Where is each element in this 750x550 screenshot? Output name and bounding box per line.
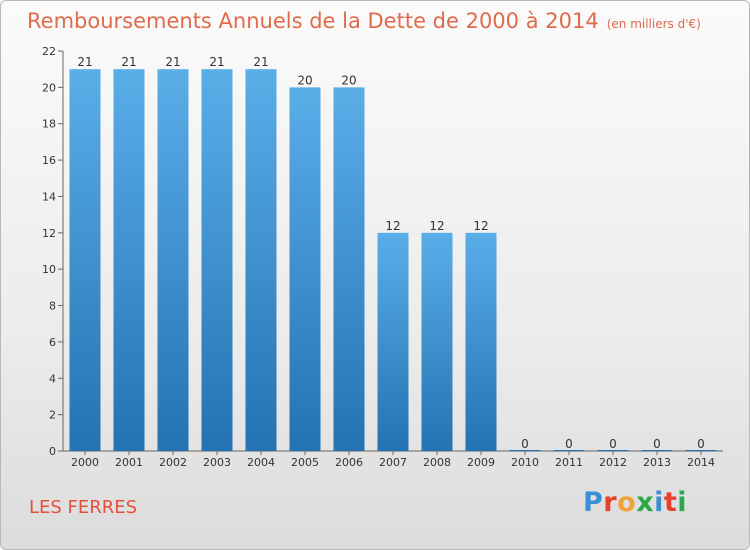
- value-label-2009: 12: [473, 219, 488, 233]
- value-label-2008: 12: [429, 219, 444, 233]
- bar-2002: [157, 69, 189, 451]
- chart-subtitle: (en milliers d'€): [606, 17, 701, 31]
- value-label-2011: 0: [565, 437, 573, 451]
- x-tick-label-2011: 2011: [555, 456, 583, 469]
- value-label-2001: 21: [121, 55, 136, 69]
- y-tick-label: 16: [42, 154, 56, 167]
- logo-letter: x: [636, 487, 655, 518]
- value-label-2007: 12: [385, 219, 400, 233]
- bar-2007: [377, 232, 409, 451]
- value-label-2002: 21: [165, 55, 180, 69]
- x-tick-label-2000: 2000: [71, 456, 99, 469]
- bar-2003: [201, 69, 233, 451]
- x-tick-label-2005: 2005: [291, 456, 319, 469]
- proxiti-logo: Proxiti: [583, 487, 687, 518]
- x-tick-label-2001: 2001: [115, 456, 143, 469]
- x-tick-label-2006: 2006: [335, 456, 363, 469]
- y-tick-label: 8: [49, 300, 56, 313]
- value-label-2005: 20: [297, 73, 312, 87]
- y-tick-label: 22: [42, 45, 56, 58]
- x-tick-label-2004: 2004: [247, 456, 275, 469]
- y-tick-label: 2: [49, 409, 56, 422]
- y-tick-label: 0: [49, 445, 56, 458]
- y-tick-label: 4: [49, 372, 56, 385]
- chart-title-text: Remboursements Annuels de la Dette de 20…: [27, 9, 599, 33]
- bar-2009: [465, 232, 497, 451]
- value-label-2014: 0: [697, 437, 705, 451]
- y-tick-label: 14: [42, 190, 56, 203]
- x-tick-label-2002: 2002: [159, 456, 187, 469]
- y-tick-label: 10: [42, 263, 56, 276]
- bar-2008: [421, 232, 453, 451]
- bar-2001: [113, 69, 145, 451]
- value-label-2006: 20: [341, 73, 356, 87]
- chart-bars: 21 21 21 21 21 20 20 12 12 12 0 0 0 0 0: [69, 55, 717, 451]
- x-tick-label-2013: 2013: [643, 456, 671, 469]
- logo-letter: P: [583, 487, 604, 518]
- value-label-2012: 0: [609, 437, 617, 451]
- chart-title: Remboursements Annuels de la Dette de 20…: [27, 9, 701, 33]
- logo-letter: o: [617, 487, 637, 518]
- value-label-2010: 0: [521, 437, 529, 451]
- x-tick-label-2003: 2003: [203, 456, 231, 469]
- value-label-2004: 21: [253, 55, 268, 69]
- bar-2000: [69, 69, 101, 451]
- logo-letter: i: [654, 487, 664, 518]
- logo-letter: r: [603, 487, 618, 518]
- y-tick-label: 18: [42, 118, 56, 131]
- bar-2005: [289, 87, 321, 451]
- bar-2006: [333, 87, 365, 451]
- x-tick-label-2007: 2007: [379, 456, 407, 469]
- x-tick-label-2009: 2009: [467, 456, 495, 469]
- value-label-2013: 0: [653, 437, 661, 451]
- y-tick-label: 20: [42, 81, 56, 94]
- x-tick-label-2010: 2010: [511, 456, 539, 469]
- commune-name: LES FERRES: [29, 497, 138, 518]
- x-tick-label-2014: 2014: [687, 456, 715, 469]
- value-label-2003: 21: [209, 55, 224, 69]
- y-tick-label: 12: [42, 227, 56, 240]
- logo-letter: i: [677, 487, 688, 518]
- x-tick-label-2012: 2012: [599, 456, 627, 469]
- x-tick-label-2008: 2008: [423, 456, 451, 469]
- logo-letter: t: [663, 487, 678, 518]
- y-tick-label: 6: [49, 336, 56, 349]
- bar-2004: [245, 69, 277, 451]
- value-label-2000: 21: [77, 55, 92, 69]
